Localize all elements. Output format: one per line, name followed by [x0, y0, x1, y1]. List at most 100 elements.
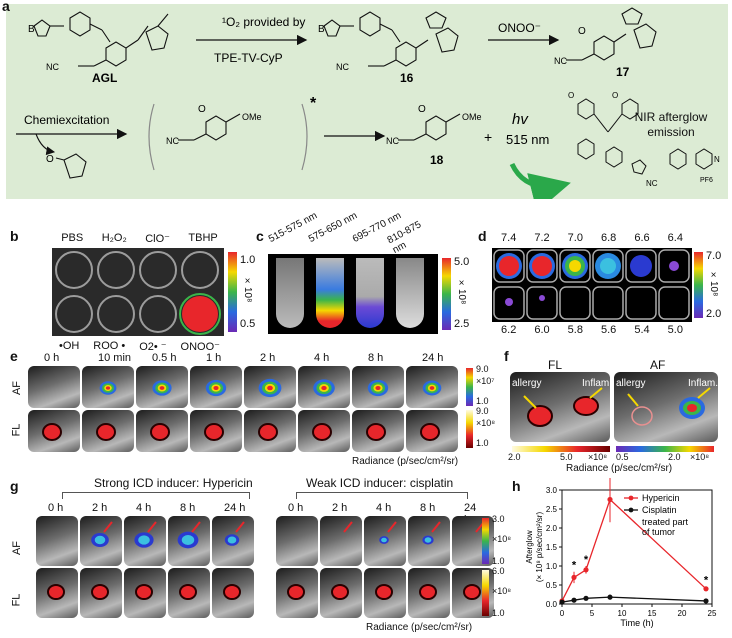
panel-e-fl-image-1	[82, 410, 134, 452]
panel-g-af-colorbar	[482, 518, 489, 564]
panel-label-h: h	[512, 478, 521, 494]
y-tick-label-3: 1.5	[546, 543, 558, 552]
panel-g-time-labels: 0 h2 h4 h8 h24 h0 h2 h4 h8 h24 h	[30, 502, 480, 526]
panel-e-af-image-1	[82, 366, 134, 408]
adamantanone-o: O	[46, 154, 54, 165]
panel-f-inflam-1: Inflam.	[582, 378, 613, 389]
panel-e-fl-image-5	[298, 410, 350, 452]
y-axis-label-1: (× 10⁸ p/sec/cm²/sr)	[535, 512, 544, 583]
legend-label-1: Cisplatin	[642, 505, 677, 515]
panel-d-scale-unit: ×10⁸	[708, 270, 719, 297]
nc-group-6: NC	[646, 179, 658, 188]
panel-label-e: e	[10, 348, 18, 364]
hv-label: hv	[512, 111, 529, 128]
panel-label-a: a	[2, 0, 10, 14]
excited-intermediate-structure	[178, 113, 241, 141]
wavelength-label: 515 nm	[506, 132, 549, 147]
panel-g-strong-bracket	[62, 492, 250, 499]
cpd16-label: 16	[400, 71, 414, 85]
panel-e-time-3: 1 h	[206, 352, 222, 364]
label-o2: O2• ⁻	[139, 341, 167, 353]
energy-transfer-arrow	[509, 162, 571, 212]
plus-sign: +	[484, 129, 492, 145]
panel-g-fl-image-0-1	[80, 568, 122, 618]
panel-g-af-top: 3.0	[492, 514, 505, 524]
panel-e-time-0: 0 h	[44, 352, 60, 364]
cpd16-structure	[323, 11, 459, 67]
ph-5-0: 5.0	[667, 324, 683, 336]
panel-g-image-grid	[28, 516, 494, 620]
panel-e-image-grid	[28, 366, 462, 452]
tumor-marker-arrow	[387, 521, 397, 533]
panel-e-time-5: 4 h	[314, 352, 330, 364]
chemiexcitation-text: Chemiexcitation	[24, 113, 109, 127]
ph-6-2: 6.2	[501, 324, 517, 336]
series-line-0	[561, 498, 707, 602]
tumor-marker-arrow	[235, 521, 245, 533]
panel-b-top-labels: PBS H₂O₂ ClO⁻ TBHP	[52, 232, 227, 245]
afterglow-time-chart: 0.0 0.5 1.0 1.5 2.0 2.5 3.0 0 5 10 15 20 25 Time (h) A…	[525, 478, 717, 628]
panel-f-allergy-2: allergy	[616, 378, 646, 389]
panel-e-af-unit: ×10⁷	[476, 376, 495, 386]
ph-6-6: 6.6	[634, 232, 650, 244]
panel-g-af-image-0-1	[80, 516, 122, 566]
significance-0: *	[572, 560, 577, 572]
nc-group-5: NC	[386, 136, 399, 146]
panel-g-af-image-1-0	[276, 516, 318, 566]
x-tick-label-2: 10	[618, 609, 627, 618]
afterglow-label: NIR afterglow emission	[634, 110, 708, 139]
panel-g-fl-image-1-1	[320, 568, 362, 618]
panel-e-af-bottom: 1.0	[476, 396, 489, 406]
cpd17-structure	[566, 7, 657, 61]
nc-group-3: NC	[554, 56, 567, 66]
label-h2o2: H₂O₂	[101, 232, 127, 244]
panel-e-af-image-0	[28, 366, 80, 408]
well-plate-image	[52, 248, 224, 336]
tube-3	[356, 258, 384, 328]
panel-d-scale-bottom: 2.0	[706, 308, 722, 320]
panel-g-af-image-0-0	[36, 516, 78, 566]
legend-marker-0	[628, 495, 634, 501]
panel-b-scale-top: 1.0	[240, 254, 256, 266]
pyridinium-n: N	[714, 155, 720, 164]
panel-g-fl-image-0-4	[212, 568, 254, 618]
panel-g-af-image-1-3	[408, 516, 450, 566]
y-tick-label-0: 0.0	[546, 600, 558, 609]
boron-atom: B	[28, 24, 35, 35]
panel-c-scale-unit: ×10⁸	[456, 278, 467, 305]
ph-5-8: 5.8	[567, 324, 583, 336]
panel-d-scale-top: 7.0	[706, 250, 722, 262]
panel-d-colorbar	[694, 252, 703, 318]
panel-g-time-0-1: 2 h	[92, 502, 108, 514]
cpd17-label: 17	[616, 65, 630, 79]
step2-text: ONOO⁻	[498, 21, 541, 35]
panel-e-time-2: 0.5 h	[152, 352, 177, 364]
panel-g-fl-bottom: 1.0	[492, 608, 505, 618]
data-point-1-2	[583, 595, 589, 601]
panel-e-af-image-6	[352, 366, 404, 408]
y-tick-label-4: 2.0	[546, 524, 558, 533]
ph-6-0: 6.0	[534, 324, 550, 336]
panel-g-weak-title: Weak ICD inducer: cisplatin	[306, 476, 454, 490]
panel-b-scale-bottom: 0.5	[240, 318, 256, 330]
panel-g-time-1-2: 4 h	[376, 502, 392, 514]
tumor-marker-arrow	[191, 521, 201, 533]
panel-e-row-fl: FL	[10, 423, 23, 437]
panel-g-af-image-0-4	[212, 516, 254, 566]
ph-7-0: 7.0	[567, 232, 583, 244]
panel-e-time-labels: 0 h 10 min 0.5 h 1 h 2 h 4 h 8 h 24 h	[30, 352, 462, 366]
label-pbs: PBS	[61, 232, 84, 244]
y-tick-label-5: 2.5	[546, 505, 558, 514]
panel-g-fl-image-0-2	[124, 568, 166, 618]
panel-f-inflam-2: Inflam.	[688, 378, 719, 389]
x-tick-label-4: 20	[678, 609, 687, 618]
panel-c-scale-bottom: 2.5	[454, 318, 470, 330]
panel-e-af-top: 9.0	[476, 364, 489, 374]
panel-g-time-0-3: 8 h	[180, 502, 196, 514]
panel-e-fl-image-6	[352, 410, 404, 452]
tube-4	[396, 258, 424, 328]
excited-star: *	[310, 95, 317, 112]
ome-1: OMe	[242, 112, 262, 122]
panel-label-d: d	[478, 228, 487, 244]
panel-f-fl-title: FL	[548, 358, 563, 372]
